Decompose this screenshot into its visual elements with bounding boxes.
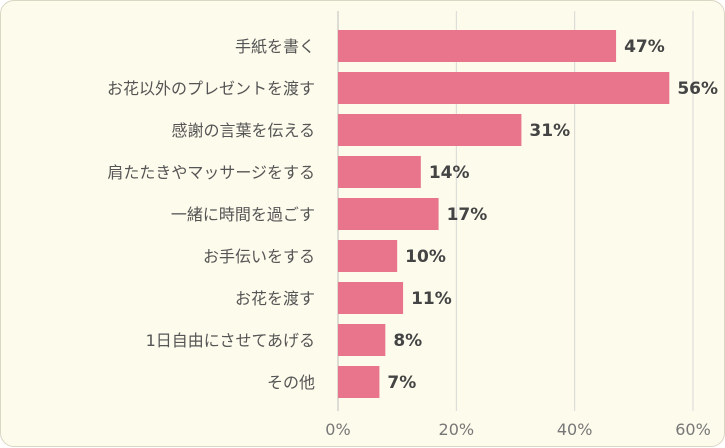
category-label: 1日自由にさせてあげる (146, 331, 315, 350)
value-label: 47% (624, 37, 665, 57)
value-labels: 47% 56% 31% 14% 17% 10% 11% 8% 7% (387, 37, 718, 393)
x-axis-ticks: 0% 20% 40% 60% (325, 420, 710, 439)
value-label: 10% (405, 247, 446, 267)
value-label: 11% (411, 289, 452, 309)
category-label: お花を渡す (235, 289, 315, 308)
bar (338, 156, 421, 188)
bar (338, 282, 404, 314)
category-label: その他 (267, 373, 315, 392)
x-tick-label: 60% (675, 420, 711, 439)
bar (338, 324, 386, 356)
value-label: 56% (677, 79, 718, 99)
value-label: 7% (387, 373, 416, 393)
category-label: 感謝の言葉を伝える (171, 121, 315, 140)
value-label: 17% (447, 205, 488, 225)
category-label: お手伝いをする (203, 247, 315, 266)
bar (338, 240, 398, 272)
category-label: 一緒に時間を過ごす (171, 205, 315, 224)
value-label: 8% (393, 331, 422, 351)
bar (338, 198, 439, 230)
bar (338, 30, 617, 62)
x-tick-label: 20% (439, 420, 475, 439)
category-label: 肩たたきやマッサージをする (107, 163, 315, 182)
x-tick-label: 40% (557, 420, 593, 439)
category-label: 手紙を書く (235, 37, 315, 56)
bars (338, 30, 670, 398)
bar (338, 366, 380, 398)
category-labels: 手紙を書くお花以外のプレゼントを渡す感謝の言葉を伝える肩たたきやマッサージをする… (107, 37, 315, 392)
bar (338, 72, 670, 104)
value-label: 14% (429, 163, 470, 183)
category-label: お花以外のプレゼントを渡す (107, 79, 315, 98)
value-label: 31% (529, 121, 570, 141)
bar (338, 114, 522, 146)
x-tick-label: 0% (325, 420, 350, 439)
